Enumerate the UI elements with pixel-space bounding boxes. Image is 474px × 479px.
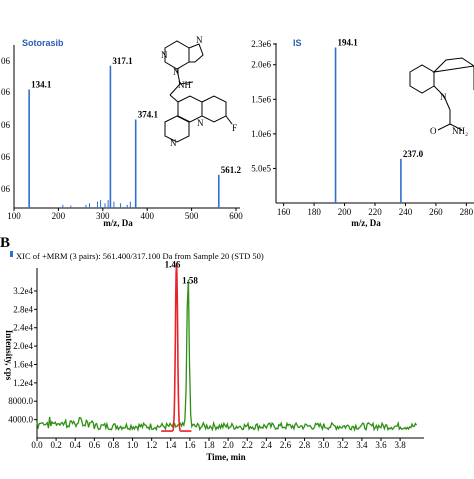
xic-ytick-label: 3.2e4 <box>13 286 33 296</box>
xic-xtick-label: 0.6 <box>89 440 101 450</box>
ms-is-xtick-label: 260 <box>429 207 443 217</box>
ms-is-title: IS <box>293 38 302 48</box>
structure-atom-label: NH₂ <box>452 126 468 136</box>
xic-xtick-label: 0.8 <box>108 440 120 450</box>
sotorasib-structure-labels: N N N NH N N F <box>161 35 237 148</box>
xic-xtick-label: 3.6 <box>375 440 387 450</box>
xic-title: XIC of +MRM (3 pairs): 561.400/317.100 D… <box>16 251 264 261</box>
structure-atom-label: N <box>170 138 177 148</box>
ms-is-xtick-label: 200 <box>338 207 352 217</box>
structure-atom-label: N <box>197 118 204 128</box>
xic-ytick-label: 1.6e4 <box>13 359 33 369</box>
ms-sotorasib-ytick-labels: 06 06 06 06 06 <box>1 56 11 194</box>
xic-peak-label: 1.46 <box>165 259 181 269</box>
ms-sotorasib-title: Sotorasib <box>22 38 64 48</box>
xic-legend-swatch <box>10 251 13 257</box>
sotorasib-structure <box>164 40 233 143</box>
xic-xlabel: Time, min <box>206 452 245 462</box>
xic-xtick-label: 3.2 <box>337 440 348 450</box>
structure-atom-label: N <box>196 35 203 45</box>
is-structure-labels: N O NH₂ <box>430 92 468 136</box>
structure-atom-label: NH <box>178 80 191 90</box>
xic-xtick-label: 2.0 <box>222 440 234 450</box>
ms-sotorasib-xtick-label: 200 <box>52 211 66 221</box>
ms-sotorasib-peak-label: 374.1 <box>138 110 159 120</box>
structure-atom-label: N <box>161 50 168 60</box>
ms-sotorasib-xtick-label: 600 <box>229 211 243 221</box>
ms-is-xtick-label: 180 <box>307 207 321 217</box>
xic-xtick-label: 1.0 <box>127 440 139 450</box>
ms-is-ytick-label: 5.0e5 <box>251 163 271 173</box>
xic-ytick-label: 4000.0 <box>8 415 33 425</box>
ms-is-xtick-label: 240 <box>399 207 413 217</box>
ms-sotorasib-peak-label: 317.1 <box>112 56 133 66</box>
ms-sotorasib-ytick-label: 06 <box>1 87 11 97</box>
ms-sotorasib-xlabel: m/z, Da <box>103 218 133 228</box>
xic-xtick-label: 0.0 <box>31 440 43 450</box>
xic-xtick-label: 2.6 <box>280 440 292 450</box>
panel-b-label: B <box>0 235 10 251</box>
ms-sotorasib-xtick-label: 500 <box>185 211 199 221</box>
xic-xtick-label: 0.2 <box>50 440 61 450</box>
ms-sotorasib-xtick-label: 300 <box>96 211 110 221</box>
xic-ytick-label: 2.8e4 <box>13 304 33 314</box>
xic-peak-label: 1.58 <box>182 275 198 285</box>
xic-trace-green <box>36 279 418 433</box>
xic-xtick-label: 1.4 <box>165 440 177 450</box>
ms-is-xtick-label: 280 <box>460 207 474 217</box>
ms-sotorasib-panel: Sotorasib 06 06 06 06 06 134.1 317.1 374.1… <box>1 35 243 228</box>
is-structure <box>409 57 474 131</box>
xic-ylabel: Intensity, cps <box>4 330 14 381</box>
ms-sotorasib-xtick-label: 100 <box>7 211 21 221</box>
xic-xtick-label: 2.2 <box>242 440 253 450</box>
ms-is-xtick-label: 220 <box>368 207 382 217</box>
xic-xtick-label: 2.8 <box>299 440 311 450</box>
ms-is-ytick-label: 1.5e6 <box>251 94 271 104</box>
ms-sotorasib-xtick-label: 400 <box>140 211 154 221</box>
xic-ytick-label: 2.4e4 <box>13 323 33 333</box>
ms-is-xtick-label: 160 <box>277 207 291 217</box>
ms-is-peak-label: 194.1 <box>338 37 359 47</box>
xic-xtick-label: 1.2 <box>146 440 157 450</box>
xic-ytick-label: 1.2e4 <box>13 378 33 388</box>
xic-xtick-label: 3.8 <box>394 440 406 450</box>
xic-xtick-label: 1.6 <box>184 440 196 450</box>
structure-atom-label: F <box>232 123 237 133</box>
xic-panel: B XIC of +MRM (3 pairs): 561.400/317.100… <box>0 235 424 462</box>
ms-sotorasib-ytick-label: 06 <box>1 56 11 66</box>
ms-is-xlabel: m/z, Da <box>351 218 381 228</box>
ms-is-ytick-label: 2.0e6 <box>251 60 271 70</box>
structure-atom-label: O <box>430 126 437 136</box>
xic-xtick-label: 2.4 <box>261 440 273 450</box>
ms-sotorasib-peak-label: 561.2 <box>221 165 242 175</box>
ms-is-ytick-label: 2.3e6 <box>251 39 271 49</box>
ms-is-ytick-label: 1.0e6 <box>251 129 271 139</box>
ms-is-peak-label: 237.0 <box>403 149 424 159</box>
xic-ytick-label: 2.0e4 <box>13 341 33 351</box>
ms-sotorasib-ytick-label: 06 <box>1 120 11 130</box>
xic-xtick-label: 0.4 <box>70 440 82 450</box>
xic-trace-red <box>161 263 192 432</box>
xic-xtick-label: 3.4 <box>356 440 368 450</box>
xic-ytick-label: 8000.0 <box>8 396 33 406</box>
ms-sotorasib-peak-label: 134.1 <box>31 80 52 90</box>
ms-sotorasib-ytick-label: 06 <box>1 184 11 194</box>
xic-xtick-label: 1.8 <box>203 440 215 450</box>
ms-sotorasib-ytick-label: 06 <box>1 152 11 162</box>
structure-atom-label: N <box>440 92 447 102</box>
xic-xtick-label: 3.0 <box>318 440 330 450</box>
structure-atom-label: N <box>173 67 180 77</box>
